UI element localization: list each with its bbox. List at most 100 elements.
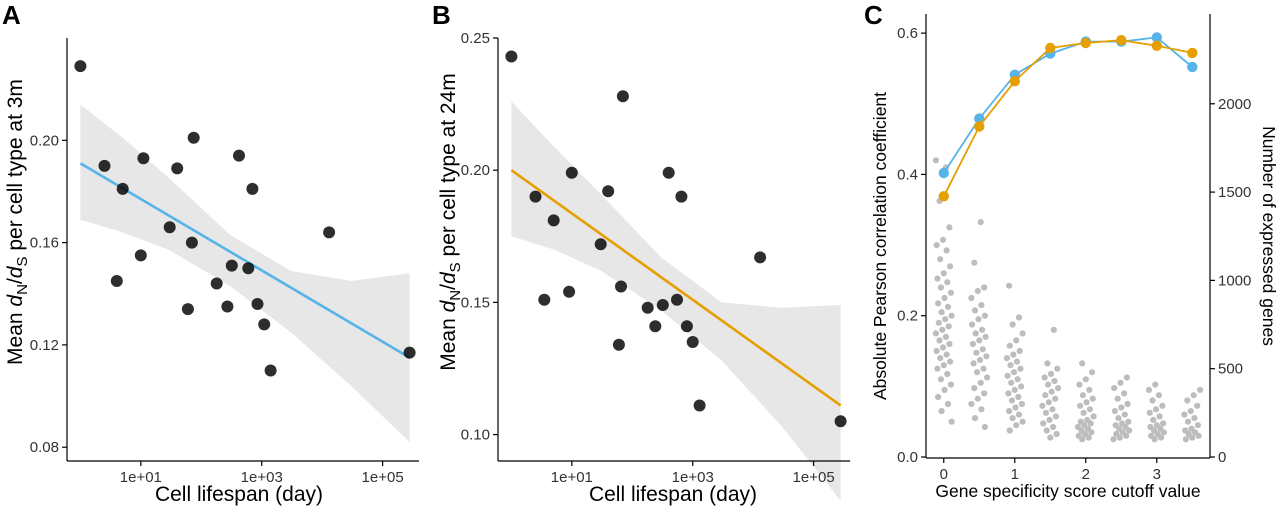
panel-a-point [187,131,200,144]
panel-c-gene-count-point [1155,392,1162,399]
panel-c-gene-count-point [1150,416,1157,423]
panel-a-axes: 1e+01 1e+03 1e+05 0.08 0.12 0.16 0.20 [30,38,419,486]
panel-c-gene-count-point [1195,432,1202,439]
panel-c-gene-count-point [973,349,980,356]
panel-c-gene-count-point [980,365,987,372]
panel-a-confidence-band [80,104,410,443]
panel-c-gene-count-point [1152,381,1159,388]
panel-a-ylabel-prefix: Mean [4,307,27,365]
panel-c-gene-count-point [1197,386,1204,393]
panel-b-point [563,285,576,298]
panel-a-point [181,303,194,316]
panel-c-gene-count-point [948,312,955,319]
panel-c-series-point-2 [1009,76,1020,87]
panel-c-right-y-tick-label: 1000 [1218,272,1251,289]
panel-c-gene-count-point [1011,386,1018,393]
panel-c-gene-count-point [976,356,984,363]
panel-a-x-tick-label: 1e+05 [362,469,404,486]
panel-b-scatter-plot: 1e+01 1e+03 1e+05 0.10 0.15 0.20 0.25 Cell lif… [437,30,850,506]
panel-c-gene-count-point [1080,409,1087,416]
panel-b-point [565,166,578,179]
panel-c-left-y-tick-label: 0.4 [897,166,918,183]
panel-c-axes: 0 1 2 3 0.0 0.2 0.4 0.6 0 500 1000 1500 2000 [897,14,1251,483]
panel-c-gene-count-point [970,360,977,367]
panel-c-series-point-2 [938,191,949,202]
panel-a-point [258,318,271,331]
panel-c-gene-count-point [939,344,947,351]
panel-c-gene-count-point [934,275,941,282]
panel-letter-a: A [2,0,21,30]
panel-c-gene-count-point [1118,404,1125,411]
panel-b-y-tick-label: 0.20 [461,162,490,179]
panel-b-point [649,320,662,333]
panel-c-series-line-1 [943,36,1193,174]
panel-c-gene-count-point [1190,392,1197,399]
panel-a-point [74,60,87,73]
panel-c-gene-count-point [935,300,942,307]
panel-a-y-tick-label: 0.20 [30,132,59,149]
panel-a-ylabel-d2: d [4,265,27,278]
panel-b-point [834,415,847,428]
panel-c-gene-count-point [1191,415,1198,422]
panel-c-gene-count-point [933,242,940,249]
panel-c-gene-count-point [1189,434,1196,441]
panel-a-point [163,221,176,234]
panel-c-gene-count-point [1005,390,1012,397]
panel-b-point [686,336,699,348]
panel-c-gene-count-point [1088,429,1095,436]
panel-c-gene-count-point [977,379,984,386]
panel-c-gene-count-point [1194,402,1201,409]
panel-a-point [225,259,238,272]
panel-c-gene-count-point [1194,422,1201,429]
panel-c-gene-count-point [1086,406,1094,413]
panel-b-ylabel-suffix: per cell type at 24m [437,73,460,262]
panel-c-gene-count-point [947,381,955,388]
panel-c-gene-count-point [1018,383,1025,390]
panel-a-points [74,60,416,377]
panel-c-gene-count-point [1082,376,1089,383]
panel-b-point [680,320,693,333]
panel-c-gene-count-point [944,279,951,286]
panel-c-gene-count-point [1013,337,1020,344]
panel-c-gene-count-point [1047,370,1055,378]
panel-c-gene-count-point [1087,420,1094,427]
panel-c-gene-count-point [1042,392,1049,399]
panel-a-y-axis-title: Mean dN/dS per cell type at 3m [4,79,31,365]
panel-c-gene-count-point [1146,409,1153,416]
panel-b-point [662,166,675,179]
panel-b-ylabel-d1: d [437,299,460,312]
panel-a-point [116,182,129,195]
panel-c-gene-count-point [1003,355,1011,362]
panel-a-point [251,298,264,310]
panel-c-gene-count-point [932,330,940,337]
panel-c-gene-count-point [947,289,955,296]
panel-c-gene-count-point [971,385,978,392]
panel-b-x-tick-label: 1e+01 [551,469,593,486]
panel-c-gene-count-point [1055,385,1062,392]
panel-b-point [754,251,767,264]
panel-c-gene-count-point [941,386,948,393]
panel-c-gene-count-point [937,376,945,383]
panel-c-correlation-lines [938,32,1198,202]
panel-c-gene-count-point [984,374,991,381]
panel-a-ci-band [80,104,410,443]
panel-b-ylabel-sub2: S [447,262,464,272]
panel-c-gene-count-point [975,316,982,323]
panel-a-point [246,182,259,195]
panel-c-gene-count-point [1041,374,1048,381]
panel-c-gene-count-point [1051,378,1058,385]
panel-c-gene-count-point [974,369,981,376]
panel-c-gene-count-point [1079,392,1086,399]
panel-c-gene-count-point [1157,434,1165,441]
panel-b-point [529,190,542,203]
panel-b-x-axis-title: Cell lifespan (day) [589,483,757,506]
panel-b-point [602,185,615,198]
panel-c-gene-count-point [1004,372,1011,379]
panel-b-point [675,190,688,203]
panel-c-gene-count-point [1013,358,1021,365]
panel-c-gene-count-point [1181,411,1188,418]
panel-letter-b: B [432,0,451,30]
panel-c-x-tick-label: 1 [1011,466,1019,483]
panel-c-gene-count-point [945,323,952,330]
panel-c-gene-count-point [971,259,978,266]
